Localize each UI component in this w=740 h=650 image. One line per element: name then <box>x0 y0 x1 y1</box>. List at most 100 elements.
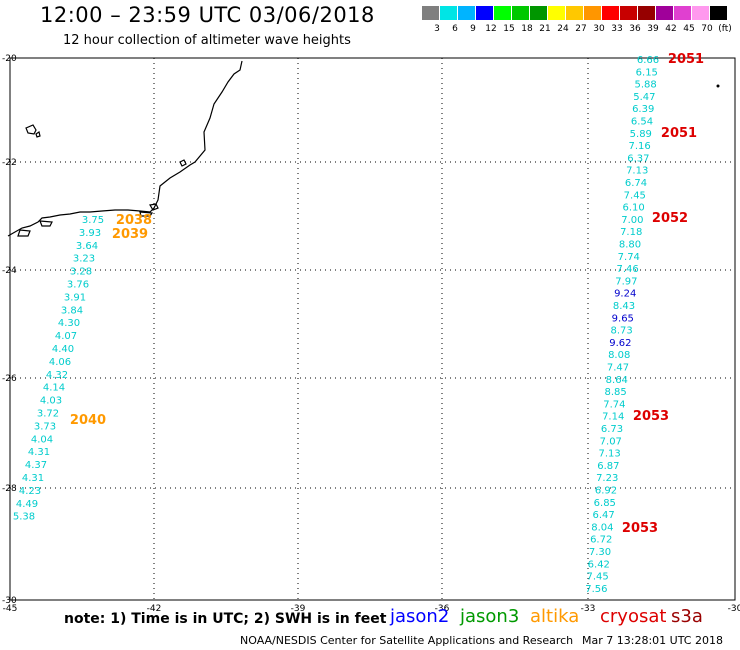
swh-value-east: 6.72 <box>590 535 612 546</box>
swh-value-west: 3.72 <box>37 409 59 420</box>
swh-value-east: 6.74 <box>625 178 647 189</box>
swh-value-east: 6.87 <box>597 461 619 472</box>
legend-item-s3a: s3a <box>671 606 703 627</box>
scale-label: 27 <box>575 24 587 34</box>
swh-value-east: 8.80 <box>619 240 641 251</box>
swh-value-east: 6.92 <box>595 486 617 497</box>
swh-value-east: 5.88 <box>634 80 656 91</box>
scale-label: 45 <box>683 24 695 34</box>
legend-item-altika: altika <box>530 606 580 627</box>
track-west-values: 3.75 3.93 3.64 3.23 3.28 3.763.91 3.84 4.30 4.07… <box>13 215 104 523</box>
swh-value-west: 4.32 <box>46 370 68 381</box>
footer-credit: NOAA/NESDIS Center for Satellite Applica… <box>240 634 574 647</box>
swh-value-west: 3.23 <box>73 254 95 265</box>
island-dot-east <box>716 84 720 88</box>
scale-label: 18 <box>521 24 533 34</box>
island-4 <box>149 203 159 211</box>
scale-swatch <box>494 6 511 20</box>
lon-label: -36 <box>435 604 450 614</box>
scale-label: 30 <box>593 24 605 34</box>
swh-value-east: 6.85 <box>594 498 616 509</box>
lat-label: -26 <box>2 374 17 384</box>
lon-label: -39 <box>291 604 306 614</box>
swh-value-east: 6.42 <box>588 559 610 570</box>
swh-value-east: 8.04 <box>591 522 613 533</box>
swh-value-east: 9.24 <box>614 289 636 300</box>
scale-label: 21 <box>539 24 551 34</box>
swh-value-east: 9.65 <box>612 313 634 324</box>
swh-value-east: 7.45 <box>624 190 646 201</box>
island-5 <box>139 211 154 217</box>
note-text: note: 1) Time is in UTC; 2) SWH is in fe… <box>64 611 387 627</box>
scale-label: 39 <box>647 24 659 34</box>
swh-value-west: 4.40 <box>52 344 74 355</box>
swh-value-east: 5.47 <box>633 92 655 103</box>
island-3 <box>179 159 187 167</box>
swh-value-west: 4.06 <box>49 357 71 368</box>
swh-value-east: 7.14 <box>602 412 624 423</box>
island-2 <box>35 131 41 138</box>
swh-value-east: 6.10 <box>622 203 644 214</box>
lat-label: -22 <box>2 158 17 168</box>
lat-label: -20 <box>2 54 17 64</box>
legend-item-jason2: jason2 <box>390 606 450 627</box>
scale-label: 6 <box>452 24 458 34</box>
scale-label: 42 <box>665 24 677 34</box>
swh-value-east: 7.97 <box>615 276 637 287</box>
scale-swatch <box>656 6 673 20</box>
scale-label: 24 <box>557 24 569 34</box>
lon-label: -45 <box>3 604 18 614</box>
lon-label: -33 <box>581 604 596 614</box>
pass-time-label: 2039 <box>112 227 148 242</box>
island-6 <box>39 220 53 227</box>
swh-value-west: 4.04 <box>31 434 53 445</box>
scale-swatch <box>512 6 529 20</box>
swh-value-east: 7.13 <box>626 166 648 177</box>
swh-value-east: 7.30 <box>589 547 611 558</box>
swh-value-east: 7.13 <box>598 449 620 460</box>
map-subtitle: 12 hour collection of altimeter wave hei… <box>63 33 351 48</box>
scale-label: 33 <box>611 24 623 34</box>
scale-swatch <box>530 6 547 20</box>
scale-swatch <box>458 6 475 20</box>
swh-value-west: 3.28 <box>70 267 92 278</box>
scale-swatch <box>476 6 493 20</box>
swh-value-east: 6.39 <box>632 104 654 115</box>
swh-value-west: 4.37 <box>25 460 47 471</box>
island-1 <box>25 124 37 135</box>
swh-value-east: 7.45 <box>586 572 608 583</box>
swh-value-east: 5.89 <box>630 129 652 140</box>
swh-value-east: 7.00 <box>621 215 643 226</box>
pass-time-label: 2040 <box>70 413 106 428</box>
scale-label: 15 <box>503 24 515 34</box>
swh-value-west: 4.31 <box>28 447 50 458</box>
track-east-values: 6.666.15 5.885.476.39 6.545.897.166.37 7.13… <box>585 55 659 595</box>
swh-value-east: 6.66 <box>637 55 659 66</box>
swh-value-east: 6.37 <box>627 153 649 164</box>
swh-value-west: 3.76 <box>67 280 89 291</box>
scale-swatch <box>548 6 565 20</box>
scale-swatch <box>566 6 583 20</box>
coastline <box>7 60 243 237</box>
swh-value-east: 7.46 <box>616 264 638 275</box>
swh-value-west: 3.64 <box>76 241 98 252</box>
longitude-labels: -45 -42 -39 -36 -33 -30 <box>3 604 740 614</box>
swh-value-east: 7.74 <box>618 252 640 263</box>
swh-value-west: 3.84 <box>61 305 83 316</box>
swh-value-west: 3.91 <box>64 292 86 303</box>
latitude-labels: -20 -22 -24 -26 -28 -30 <box>2 54 17 606</box>
swh-value-west: 4.49 <box>16 499 38 510</box>
swh-value-east: 7.23 <box>596 473 618 484</box>
swh-value-east: 8.08 <box>608 350 630 361</box>
swh-value-east: 8.85 <box>604 387 626 398</box>
swh-value-east: 7.47 <box>607 363 629 374</box>
scale-swatch <box>638 6 655 20</box>
island-7 <box>17 229 31 237</box>
scale-swatch <box>422 6 439 20</box>
legend-item-cryosat: cryosat <box>600 606 667 627</box>
scale-swatch <box>692 6 709 20</box>
swh-value-east: 6.73 <box>601 424 623 435</box>
pass-time-label: 2053 <box>633 409 669 424</box>
